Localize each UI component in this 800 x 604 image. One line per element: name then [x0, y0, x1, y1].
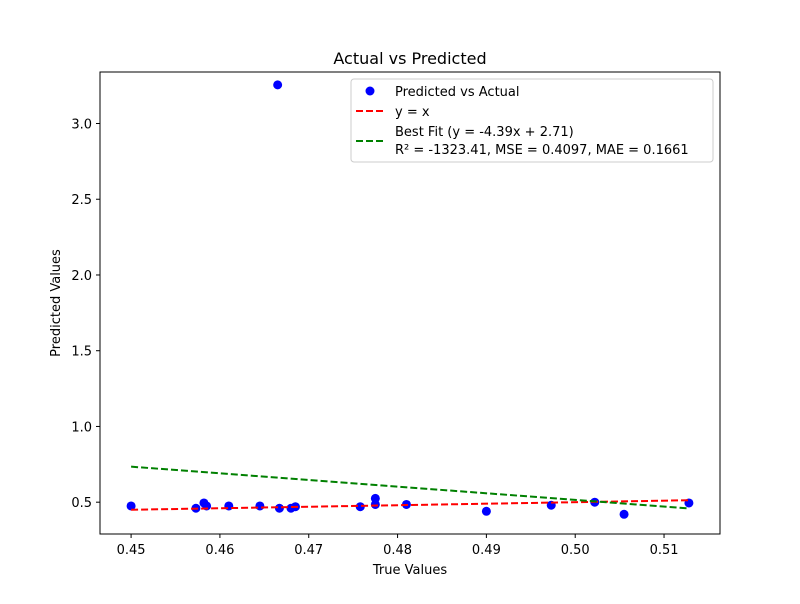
legend-marker-scatter: [365, 86, 375, 96]
x-tick-label: 0.47: [294, 543, 323, 558]
x-tick-label: 0.46: [205, 543, 234, 558]
y-tick-label: 2.5: [71, 193, 92, 208]
axes-frame: [99, 71, 721, 535]
best-fit-line: [131, 465, 689, 510]
data-point: [273, 80, 283, 90]
legend-label: R² = -1323.41, MSE = 0.4097, MAE = 0.166…: [395, 143, 689, 158]
x-tick-label: 0.45: [117, 543, 146, 558]
data-point: [255, 501, 265, 511]
legend: Predicted vs Actual y = x Best Fit (y = -4…: [350, 78, 714, 163]
data-point: [126, 501, 136, 511]
data-point: [481, 506, 491, 516]
y-tick-label: 2.0: [71, 269, 92, 284]
y-tick-label: 1.0: [71, 420, 92, 435]
legend-label: Predicted vs Actual: [395, 85, 519, 100]
legend-label: Best Fit (y = -4.39x + 2.71): [395, 125, 574, 140]
data-point: [370, 499, 380, 509]
data-point: [619, 509, 629, 519]
chart-title: Actual vs Predicted: [333, 49, 486, 68]
x-axis: 0.45 0.46 0.47 0.48 0.49 0.50 0.51: [117, 534, 679, 558]
x-tick-label: 0.50: [561, 543, 590, 558]
plot-area: [126, 80, 694, 519]
data-point: [274, 503, 284, 513]
x-tick-label: 0.48: [383, 543, 412, 558]
x-tick-label: 0.51: [650, 543, 679, 558]
y-axis-label: Predicted Values: [49, 249, 64, 357]
y-tick-label: 1.5: [71, 345, 92, 360]
legend-box: [350, 78, 714, 163]
x-axis-label: True Values: [372, 563, 447, 578]
y-axis: 0.5 1.0 1.5 2.0 2.5 3.0: [71, 118, 100, 511]
x-tick-label: 0.49: [472, 543, 501, 558]
y-tick-label: 3.0: [71, 118, 92, 133]
data-point: [355, 502, 365, 512]
legend-label: y = x: [395, 105, 430, 120]
y-tick-label: 0.5: [71, 496, 92, 511]
